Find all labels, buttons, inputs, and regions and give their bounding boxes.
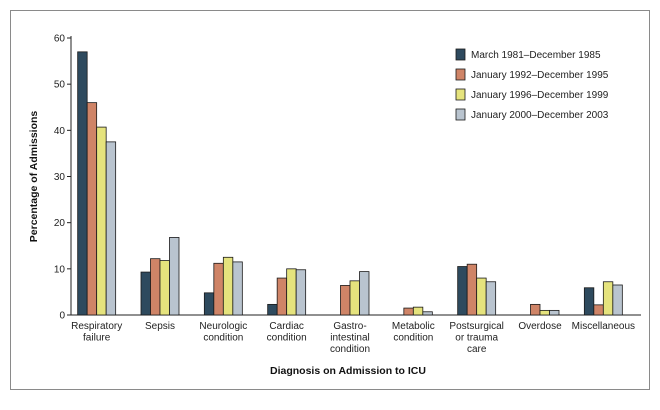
category-label: Cardiac condition xyxy=(267,321,307,344)
bar xyxy=(86,102,98,316)
category-label-line: or trauma xyxy=(455,333,498,344)
bar xyxy=(422,311,433,316)
bar xyxy=(169,237,180,316)
bar xyxy=(150,258,161,316)
y-tick-label: 40 xyxy=(54,126,66,137)
y-axis-title: Percentage of Admissions xyxy=(28,111,40,243)
y-tick-label: 30 xyxy=(54,172,66,183)
category-label-line: Respiratory xyxy=(71,321,122,332)
x-axis-title: Diagnosis on Admission to ICU xyxy=(270,365,426,377)
bar xyxy=(213,262,224,316)
bar xyxy=(96,126,107,316)
bar-chart: 0 10 20 30 40 50 60 Respiratory failure Sepsis Ne… xyxy=(28,34,641,377)
legend-label: March 1981–December 1985 xyxy=(471,50,601,61)
bar xyxy=(105,141,117,316)
bar xyxy=(232,261,243,316)
category-label-line: condition xyxy=(267,333,307,344)
legend-label: January 1992–December 1995 xyxy=(471,70,609,81)
bar xyxy=(403,307,414,316)
bar xyxy=(267,303,278,316)
category-label: Respiratory failure xyxy=(71,321,122,344)
category-label: Overdose xyxy=(518,321,562,332)
category-label-line: intestinal xyxy=(330,333,369,344)
bar xyxy=(549,309,560,316)
category-label-line: condition xyxy=(393,333,433,344)
category-label-line: Sepsis xyxy=(145,321,175,332)
bar xyxy=(539,309,550,316)
y-tick-label: 10 xyxy=(54,264,66,275)
y-axis: 0 10 20 30 40 50 60 xyxy=(54,34,72,322)
bar xyxy=(276,277,288,316)
category-label-line: failure xyxy=(83,333,111,344)
category-label-line: Overdose xyxy=(518,321,562,332)
bar xyxy=(602,281,614,316)
legend-swatch xyxy=(455,48,466,61)
bar xyxy=(340,285,351,316)
category-label-line: condition xyxy=(203,333,243,344)
bar xyxy=(476,277,487,316)
category-label-line: Postsurgical xyxy=(449,321,503,332)
category-label-line: care xyxy=(467,344,487,355)
bar xyxy=(295,269,307,316)
chart-frame: 0 10 20 30 40 50 60 Respiratory failure Sepsis Ne… xyxy=(10,10,650,390)
bar xyxy=(412,306,424,316)
bar xyxy=(222,256,234,316)
bar xyxy=(530,303,541,316)
y-tick-label: 60 xyxy=(54,34,66,45)
bar xyxy=(485,281,497,316)
legend-swatch xyxy=(455,68,466,81)
category-label: Neurologic condition xyxy=(199,321,247,344)
bar xyxy=(612,284,623,316)
category-label: Postsurgical or trauma care xyxy=(449,321,503,355)
y-tick-label: 50 xyxy=(54,80,66,91)
legend: March 1981–December 1985 January 1992–Dec… xyxy=(455,48,609,121)
legend-swatch xyxy=(455,108,466,121)
category-label-line: Gastro- xyxy=(333,321,366,332)
category-label-line: condition xyxy=(330,344,370,355)
category-label-line: Metabolic xyxy=(392,321,435,332)
legend-swatch xyxy=(455,88,466,101)
bar xyxy=(457,266,468,316)
bar xyxy=(77,51,88,316)
category-label: Metabolic condition xyxy=(392,321,435,344)
category-label: Miscellaneous xyxy=(572,321,635,332)
bar xyxy=(593,304,604,316)
category-label-line: Neurologic xyxy=(199,321,247,332)
bar xyxy=(466,263,478,316)
bar xyxy=(349,280,360,316)
category-label: Sepsis xyxy=(145,321,175,332)
legend-label: January 2000–December 2003 xyxy=(471,110,609,121)
bar xyxy=(140,271,151,316)
y-tick-label: 20 xyxy=(54,218,66,229)
bars xyxy=(77,51,623,316)
bar xyxy=(286,268,297,316)
bar xyxy=(583,287,595,316)
category-label-line: Cardiac xyxy=(269,321,303,332)
category-label-line: Miscellaneous xyxy=(572,321,635,332)
bar xyxy=(159,260,170,316)
category-label: Gastro-intestinal condition xyxy=(330,321,370,355)
bar xyxy=(359,271,370,316)
bar xyxy=(203,292,215,316)
y-tick-label: 0 xyxy=(59,311,65,322)
legend-label: January 1996–December 1999 xyxy=(471,90,609,101)
